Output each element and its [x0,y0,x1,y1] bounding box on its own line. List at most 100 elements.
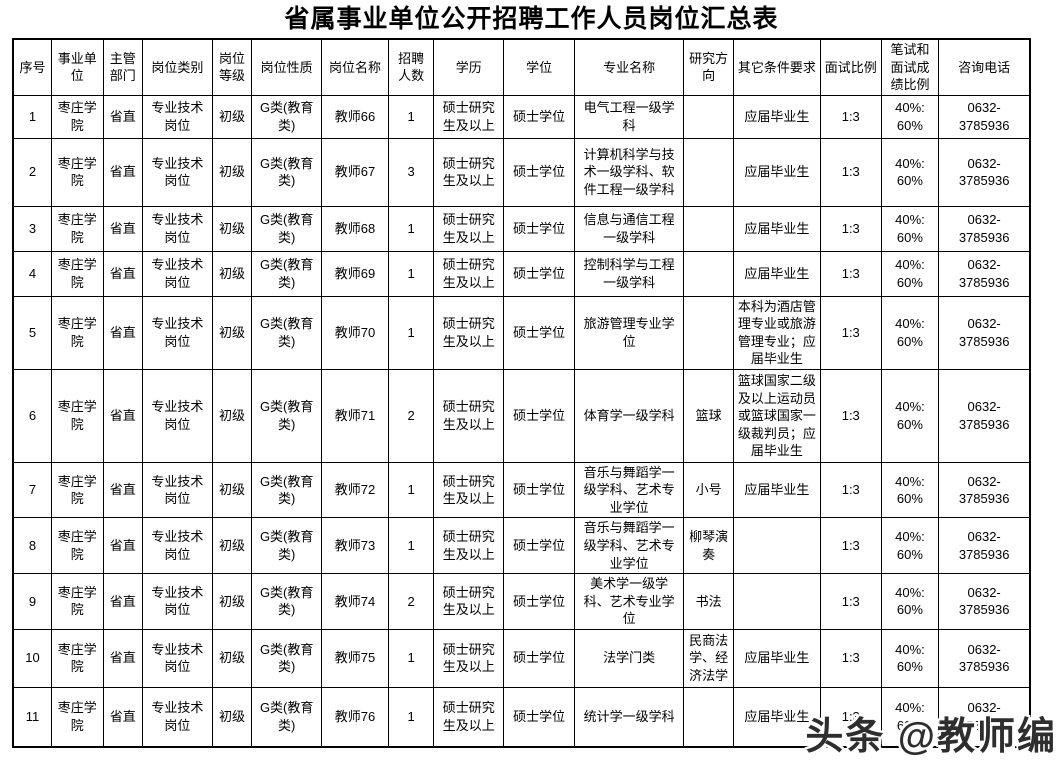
table-cell: 1:3 [819,137,882,207]
table-cell: 专业技术岗位 [142,295,213,370]
table-cell: 硕士研究生及以上 [433,205,505,252]
table-cell: 初级 [211,573,253,630]
column-header: 主管部门 [102,38,144,96]
column-header: 研究方向 [683,38,734,96]
table-cell: 省直 [102,461,144,519]
table-cell: 1:3 [819,573,882,630]
table-cell: 教师67 [321,137,389,207]
table-cell [683,295,734,370]
column-header: 岗位等级 [211,38,253,96]
table-cell: 初级 [211,517,253,575]
table-cell: 硕士研究生及以上 [433,686,505,748]
table-cell: 硕士研究生及以上 [433,137,505,207]
table-cell: 专业技术岗位 [142,94,213,139]
table-cell: 专业技术岗位 [142,250,213,297]
table-cell: 应届毕业生 [732,628,821,688]
table-cell: 专业技术岗位 [142,517,213,575]
table-row: 7 枣庄学院 省直 专业技术岗位 初级 G类(教育类) 教师72 1 硕士研究生及以上 硕士学位音… [12,461,1031,519]
table-cell: 3 [387,137,435,207]
table-cell: 硕士学位 [503,368,576,463]
column-header: 专业名称 [574,38,685,96]
table-cell: 初级 [211,137,253,207]
table-cell: 教师73 [321,517,389,575]
table-cell: 2 [12,137,52,207]
table-header: 序号 事业单位 主管部门 岗位类别 岗位等级 岗位性质 岗位名称 招聘人数 学历 学位 专业名称 研究… [12,38,1031,96]
table-cell: G类(教育类) [251,686,323,748]
table-cell: G类(教育类) [251,94,323,139]
table-cell: 应届毕业生 [732,250,821,297]
table-cell: 音乐与舞蹈学一级学科、艺术专业学位 [574,461,685,519]
table-cell: 枣庄学院 [50,573,104,630]
table-cell: 6 [12,368,52,463]
table-cell: 省直 [102,94,144,139]
table-cell: 10 [12,628,52,688]
table-body: 1 枣庄学院 省直 专业技术岗位 初级 G类(教育类) 教师66 1 硕士研究生及以上 硕士学位电… [12,94,1031,748]
table-cell: 0632-3785936 [938,628,1031,688]
column-header: 岗位类别 [142,38,213,96]
table-cell: 体育学一级学科 [574,368,685,463]
table-cell: 0632-3785936 [938,686,1031,748]
table-cell: 1 [387,250,435,297]
table-cell: G类(教育类) [251,368,323,463]
table-cell: 教师69 [321,250,389,297]
table-cell: 枣庄学院 [50,137,104,207]
table-cell: 统计学一级学科 [574,686,685,748]
table-cell: 省直 [102,368,144,463]
table-cell: 40%: 60% [880,295,940,370]
table-cell: 硕士学位 [503,205,576,252]
table-cell: 枣庄学院 [50,205,104,252]
table-cell: 法学门类 [574,628,685,688]
table-cell: 控制科学与工程一级学科 [574,250,685,297]
table-cell: 专业技术岗位 [142,205,213,252]
table-row: 1 枣庄学院 省直 专业技术岗位 初级 G类(教育类) 教师66 1 硕士研究生及以上 硕士学位电… [12,94,1031,139]
table-cell: 初级 [211,295,253,370]
table-cell: 硕士学位 [503,94,576,139]
table-cell: G类(教育类) [251,137,323,207]
table-cell: 1:3 [819,368,882,463]
column-header: 咨询电话 [938,38,1031,96]
table-cell: 1:3 [819,205,882,252]
table-cell: 枣庄学院 [50,461,104,519]
table-cell: G类(教育类) [251,628,323,688]
header-row: 序号 事业单位 主管部门 岗位类别 岗位等级 岗位性质 岗位名称 招聘人数 学历 学位 专业名称 研究… [12,38,1031,96]
table-cell: 教师72 [321,461,389,519]
table-cell: 0632-3785936 [938,517,1031,575]
table-cell [683,94,734,139]
table-cell: 硕士研究生及以上 [433,573,505,630]
table-cell: 1 [387,517,435,575]
table-row: 4 枣庄学院 省直 专业技术岗位 初级 G类(教育类) 教师69 1 硕士研究生及以上 硕士学位控… [12,250,1031,297]
table-cell: 2 [387,368,435,463]
table-cell: 信息与通信工程一级学科 [574,205,685,252]
column-header: 岗位名称 [321,38,389,96]
table-cell: 40%: 60% [880,250,940,297]
table-cell: 专业技术岗位 [142,628,213,688]
table-cell: 枣庄学院 [50,517,104,575]
page-title: 省属事业单位公开招聘工作人员岗位汇总表 [284,5,779,33]
table-cell: 硕士学位 [503,250,576,297]
table-cell: 枣庄学院 [50,368,104,463]
table-cell: 篮球 [683,368,734,463]
table-cell: 枣庄学院 [50,686,104,748]
column-header: 岗位性质 [251,38,323,96]
table-cell: 省直 [102,517,144,575]
table-cell: 小号 [683,461,734,519]
column-header: 序号 [12,38,52,96]
table-cell: 1 [387,94,435,139]
table-cell: 省直 [102,137,144,207]
table-row: 10 枣庄学院 省直 专业技术岗位 初级 G类(教育类) 教师75 1 硕士研究生及以上 硕士学位… [12,628,1031,688]
table-cell: 应届毕业生 [732,137,821,207]
table-cell: 11 [12,686,52,748]
table-cell: 教师75 [321,628,389,688]
column-header: 面试比例 [819,38,882,96]
table-cell: 省直 [102,295,144,370]
table-cell: 40%: 60% [880,368,940,463]
table-cell: 硕士研究生及以上 [433,368,505,463]
table-cell [683,686,734,748]
table-cell: G类(教育类) [251,205,323,252]
table-cell: 教师68 [321,205,389,252]
table-cell: 0632-3785936 [938,573,1031,630]
table-cell: G类(教育类) [251,461,323,519]
table-cell: 0632-3785936 [938,461,1031,519]
table-cell: 省直 [102,250,144,297]
